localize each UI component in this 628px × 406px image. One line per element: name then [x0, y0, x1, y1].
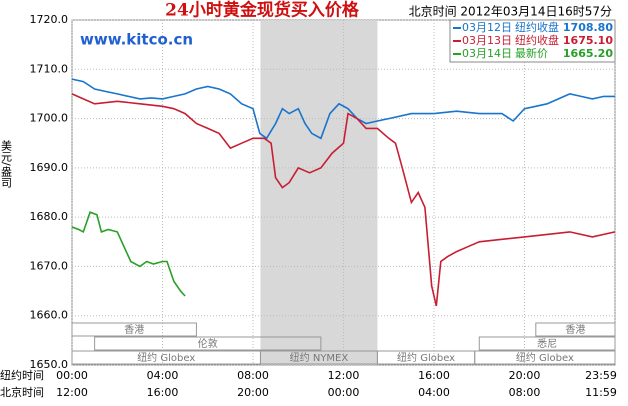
y-tick-label: 1670.0 [30, 259, 69, 272]
session-box [94, 336, 322, 351]
session-label: 香港 [124, 324, 144, 336]
session-box [535, 322, 616, 337]
legend-box [449, 19, 616, 63]
legend-note: 纽约收盘 [515, 20, 559, 34]
session-label: 纽约 Globex [397, 351, 455, 364]
x-tick-label: 12:00 [56, 386, 88, 399]
session-label: 香港 [565, 324, 585, 336]
session-box [478, 336, 616, 351]
session-box [71, 322, 197, 337]
session-label: 悉尼 [537, 338, 557, 350]
y-axis-label: 美元/盎司 [0, 140, 13, 188]
x-tick-label: 00:00 [56, 369, 88, 382]
series-line [71, 93, 616, 307]
y-tick-label: 1680.0 [30, 210, 69, 223]
y-tick-label: 1660.0 [30, 309, 69, 322]
x-tick-label: 20:00 [509, 369, 541, 382]
session-box [474, 350, 616, 365]
chart-title: 24小时黄金现货买入价格 [165, 0, 360, 21]
session-label: 伦敦 [198, 337, 218, 350]
x-tick-label: 16:00 [418, 369, 450, 382]
legend-name: 03月14日 [462, 47, 512, 60]
y-tick-label: 1710.0 [30, 62, 69, 75]
x-tick-label: 08:00 [509, 386, 541, 399]
x-tick-label: 23:59 [585, 369, 617, 382]
legend-price: 1675.10 [563, 34, 613, 47]
x-tick-label: 20:00 [237, 386, 269, 399]
chart-subtitle: 北京时间 2012年03月14日16时57分 [409, 5, 612, 19]
legend-price: 1708.80 [563, 21, 613, 34]
legend-name: 03月13日 [462, 34, 512, 47]
series-line [71, 78, 615, 140]
y-tick-label: 1650.0 [30, 358, 69, 371]
legend-name: 03月12日 [462, 21, 512, 34]
y-tick-label: 1690.0 [30, 161, 69, 174]
watermark: www.kitco.cn [80, 31, 193, 49]
y-tick-label: 1720.0 [30, 13, 69, 26]
shade [260, 20, 378, 365]
session-label: 纽约 NYMEX [290, 351, 349, 364]
x-tick-label: 12:00 [328, 369, 360, 382]
series-line [71, 211, 186, 297]
y-tick-label: 1700.0 [30, 112, 69, 125]
x-tick-label: 16:00 [147, 386, 179, 399]
x-tick-label: 04:00 [147, 369, 179, 382]
legend-note: 最新价 [515, 46, 548, 60]
time-axis-name: 纽约时间 [0, 368, 44, 382]
time-axis-name: 北京时间 [0, 385, 44, 399]
session-label: 纽约 Globex [137, 351, 195, 364]
legend-price: 1665.20 [563, 47, 613, 60]
x-tick-label: 00:00 [328, 386, 360, 399]
x-tick-label: 11:59 [585, 386, 617, 399]
legend-note: 纽约收盘 [515, 33, 559, 47]
session-label: 纽约 Globex [516, 351, 574, 364]
x-tick-label: 04:00 [418, 386, 450, 399]
x-tick-label: 08:00 [237, 369, 269, 382]
